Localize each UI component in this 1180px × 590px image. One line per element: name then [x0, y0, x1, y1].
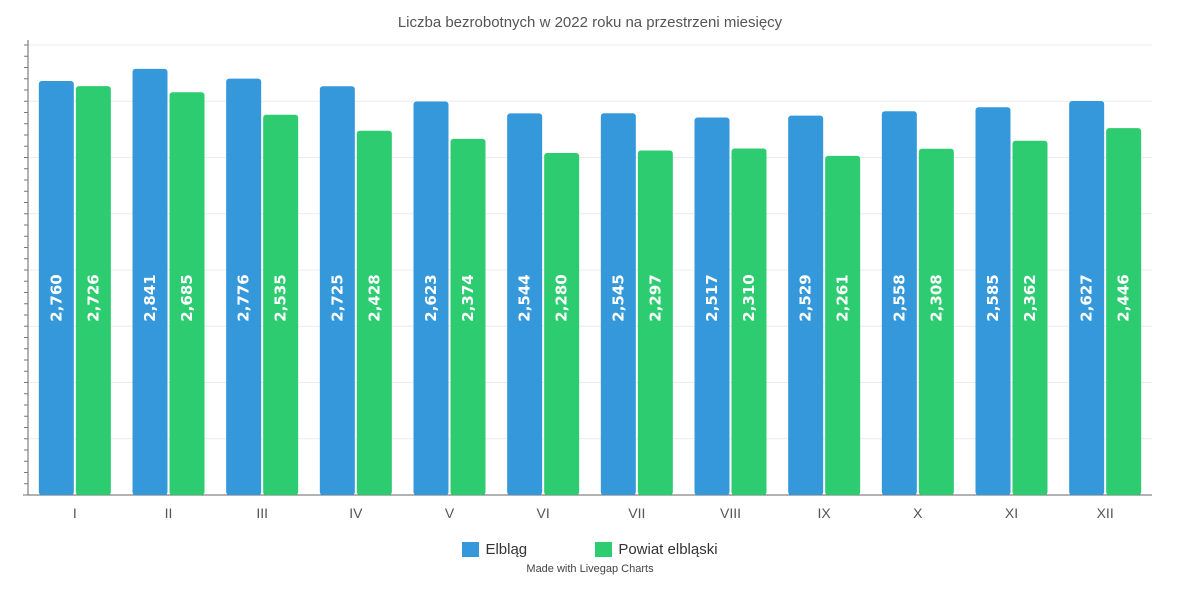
bar-value-label: 2,685 [178, 274, 196, 321]
bar [600, 113, 636, 495]
bar [1106, 128, 1142, 495]
x-tick-label: VIII [720, 505, 741, 521]
bar-value-label: 2,623 [422, 274, 440, 321]
bar-value-label: 2,627 [1078, 274, 1096, 321]
bar-value-label: 2,261 [834, 274, 852, 321]
bar [38, 81, 74, 495]
legend-item-elblag[interactable]: Elbląg [462, 541, 527, 558]
bar [169, 92, 205, 495]
bar [1069, 100, 1105, 495]
legend-swatch [595, 542, 613, 557]
bar [263, 114, 299, 495]
bar [544, 153, 580, 495]
bar [319, 86, 355, 495]
x-tick-label: II [165, 505, 173, 521]
bar-value-label: 2,308 [927, 274, 945, 321]
bar-value-label: 2,374 [459, 274, 477, 321]
legend-swatch [462, 542, 480, 557]
x-tick-labels: I II III IV V VI VII VIII IX X XI XII [73, 505, 1114, 521]
bar [413, 101, 449, 496]
bar [694, 117, 730, 495]
legend-label: Powiat elbląski [618, 541, 718, 558]
bars [38, 68, 1142, 496]
bar-value-label: 2,310 [740, 274, 758, 321]
bar-value-label: 2,585 [984, 274, 1002, 321]
bar [450, 138, 486, 495]
bar [507, 113, 543, 496]
data-labels: 2,760 2,726 2,841 2,685 2,776 2,535 2,725 2,428… [47, 274, 1132, 321]
bar-value-label: 2,726 [84, 274, 102, 321]
bar [226, 78, 262, 495]
bar [975, 107, 1011, 495]
x-tick-label: VII [628, 505, 645, 521]
legend-label: Elbląg [485, 541, 528, 558]
bar-value-label: 2,297 [646, 274, 664, 321]
bar-value-label: 2,535 [272, 274, 290, 321]
axes [23, 40, 1152, 496]
bar [881, 111, 917, 496]
x-tick-label: I [73, 505, 77, 521]
bar [132, 68, 168, 495]
bar-value-label: 2,760 [47, 274, 65, 321]
legend-item-powiat[interactable]: Powiat elbląski [595, 541, 718, 558]
bar-value-label: 2,841 [141, 274, 159, 321]
chart-title: Liczba bezrobotnych w 2022 roku na przes… [397, 14, 783, 31]
x-tick-label: III [256, 505, 268, 521]
bar-value-label: 2,517 [703, 274, 721, 321]
bar [637, 150, 673, 495]
x-tick-label: IX [818, 505, 832, 521]
bar [731, 148, 767, 495]
bar [1012, 140, 1048, 495]
bar-value-label: 2,362 [1021, 274, 1039, 321]
bar [356, 130, 392, 496]
x-tick-label: XI [1005, 505, 1018, 521]
bar-value-label: 2,428 [365, 274, 383, 321]
x-tick-label: X [913, 505, 923, 521]
x-tick-label: XII [1097, 505, 1114, 521]
bar-value-label: 2,725 [328, 274, 346, 321]
bar [825, 155, 861, 495]
bar [75, 86, 111, 495]
bar-value-label: 2,545 [609, 274, 627, 321]
x-tick-label: IV [349, 505, 363, 521]
bar [918, 148, 954, 496]
bar-value-label: 2,776 [235, 274, 253, 321]
legend: Elbląg Powiat elbląski [0, 541, 1180, 561]
bar-value-label: 2,446 [1115, 274, 1133, 321]
bar [788, 115, 824, 496]
bar-value-label: 2,529 [797, 274, 815, 321]
bar-value-label: 2,280 [553, 274, 571, 321]
x-tick-label: VI [537, 505, 550, 521]
credit-text: Made with Livegap Charts [526, 563, 654, 575]
bar-value-label: 2,558 [890, 274, 908, 321]
x-tick-label: V [445, 505, 455, 521]
bar-value-label: 2,544 [516, 274, 534, 321]
